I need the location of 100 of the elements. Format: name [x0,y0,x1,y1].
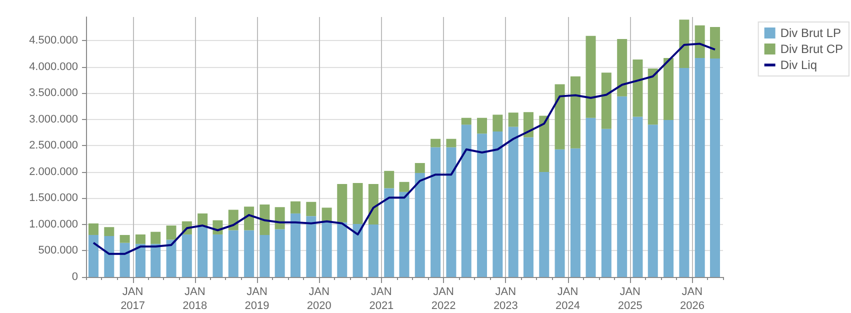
bar [322,222,332,277]
bar [601,72,612,129]
bar [570,76,580,148]
y-tick-label: 0 [72,271,78,283]
bar [539,172,550,277]
bar [554,84,565,150]
bar [182,234,192,277]
line-series [92,42,716,255]
bar [260,204,270,235]
bar [244,230,254,277]
bar [710,58,720,277]
bar [664,58,674,120]
bar [166,226,176,240]
bar [384,170,394,188]
bar [384,188,394,277]
bar [150,232,161,244]
x-tick-label: JAN 2024 [556,286,580,312]
bar [632,60,643,117]
x-tick-label: JAN 2023 [493,286,518,312]
bar [150,244,161,277]
bar [306,202,316,216]
bar [399,182,410,192]
x-tick-label: JAN 2021 [369,286,394,312]
x-tick-label: JAN 2017 [120,286,146,312]
bar [492,114,503,132]
bar [446,147,456,277]
bar [508,112,518,127]
bar [368,224,378,277]
bar [368,184,378,224]
bar [570,148,580,277]
bar [290,201,300,214]
y-tick-label: 1.500.000 [29,192,78,204]
bar [617,39,628,96]
bar [492,132,503,277]
bar [477,134,488,277]
bar [88,234,98,277]
bar [430,147,441,277]
legend-label: Div Liq [780,58,818,72]
bar [166,240,176,277]
bar [508,126,518,277]
bar [244,206,254,230]
bar [414,173,425,277]
bar [104,236,114,277]
bar [477,118,488,134]
bar [337,184,348,222]
y-tick-label: 2.000.000 [29,166,78,178]
x-tick-label: JAN 2025 [618,286,642,312]
bar [523,112,534,138]
bar [399,192,410,277]
bar [694,25,705,58]
bar [274,207,285,230]
bar [586,36,596,118]
bar [352,182,363,224]
bar [430,138,441,148]
bar [306,216,316,277]
bar [679,68,690,277]
bar [414,163,425,173]
bar [274,229,285,277]
y-tick-label: 4.500.000 [29,34,78,47]
x-tick-label: JAN 2019 [244,286,270,312]
bar [120,234,130,243]
bar [617,96,628,277]
bar [632,116,643,277]
bar [135,244,146,277]
legend-label: Div Brut LP [780,26,842,40]
bar [554,149,565,277]
y-tick-label: 1.000.000 [29,218,78,230]
bar [290,213,300,277]
bar [586,118,596,277]
x-tick-label: JAN 2022 [431,286,456,312]
bar [120,242,130,277]
bar [664,120,674,277]
bar [198,226,208,277]
bar [260,234,270,277]
bar [694,58,705,277]
y-tick-label: 2.500.000 [29,140,78,152]
bar [601,128,612,277]
bar [212,234,223,277]
bar [648,124,658,277]
bar [679,20,690,68]
x-tick-label: JAN 2026 [680,286,704,312]
bar [352,224,363,277]
bar [88,223,98,235]
legend-label: Div Brut CP [780,42,844,56]
y-tick-label: 500.000 [38,244,78,257]
x-tick-label: JAN 2018 [182,286,208,312]
bar [228,230,238,277]
bar [461,124,472,277]
bar [523,137,534,277]
y-tick-label: 3.000.000 [29,113,78,126]
bar [461,118,472,125]
bar [539,116,550,172]
bar [648,68,658,125]
x-tick-label: JAN 2020 [306,286,332,312]
bar [710,26,720,58]
bar [135,234,146,244]
y-tick-label: 4.000.000 [29,60,78,73]
bar [337,222,348,277]
bar [446,138,456,148]
y-tick-label: 3.500.000 [29,87,78,100]
